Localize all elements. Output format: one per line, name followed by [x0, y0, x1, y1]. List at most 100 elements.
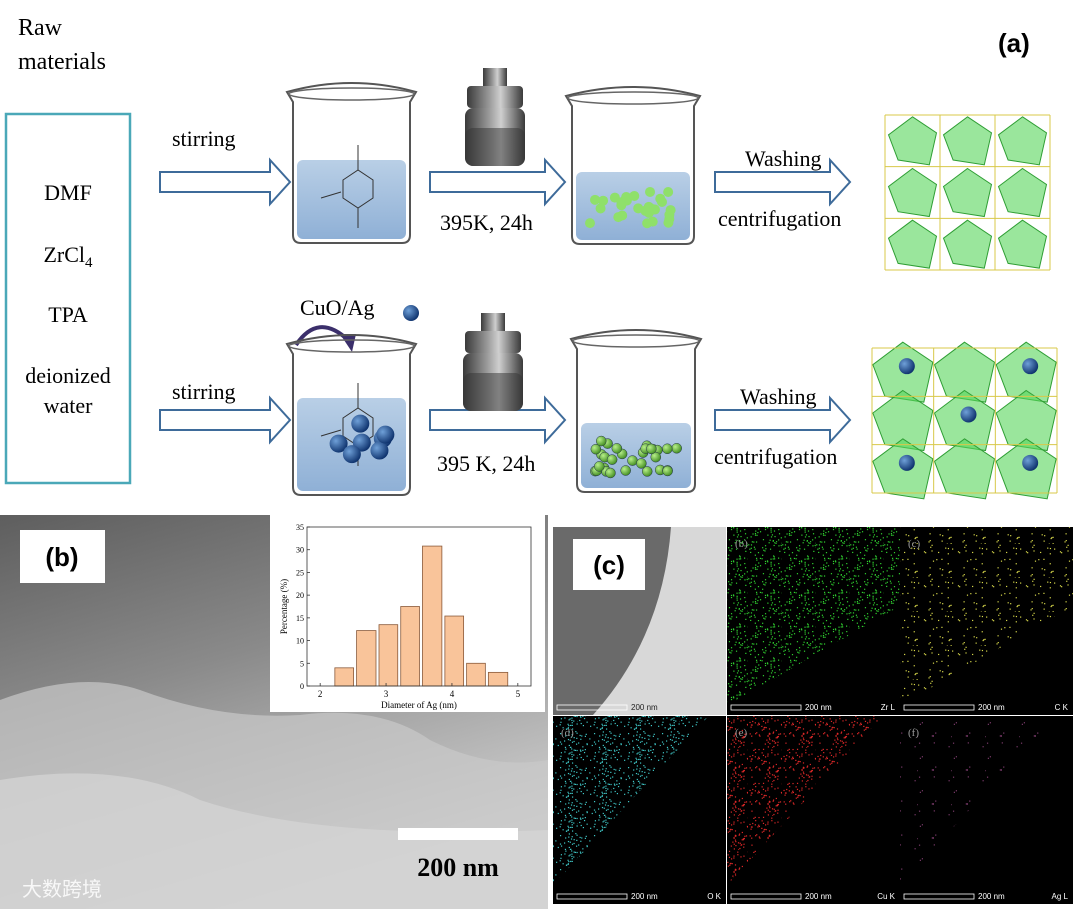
framework-unit	[997, 167, 1048, 218]
step-label: 395K, 24h	[440, 210, 533, 235]
autoclave-lid	[465, 331, 521, 353]
framework-unit	[933, 438, 996, 500]
tile-label: (d)	[561, 727, 574, 739]
element-label: O K	[707, 892, 721, 901]
particle	[641, 466, 653, 477]
particle	[585, 218, 596, 229]
step-label: 395 K, 24h	[437, 451, 535, 476]
watermark: 大数跨境	[22, 878, 102, 901]
beaker-liquid	[297, 398, 406, 491]
framework-unit	[997, 116, 1048, 166]
panel-a: Raw materials (a) DMF ZrCl4 TPA deionize…	[4, 15, 1058, 500]
label-box	[20, 530, 105, 583]
molecule	[320, 383, 374, 466]
beaker	[564, 86, 702, 245]
framework-unit	[887, 167, 938, 218]
y-tick-label: 25	[296, 568, 304, 577]
particle	[590, 194, 601, 205]
material: deionized	[25, 363, 111, 388]
tile-scale-label: 200 nm	[631, 892, 658, 901]
scale-label: 200 nm	[417, 853, 499, 882]
y-tick-label: 35	[296, 523, 304, 532]
particle	[605, 467, 616, 479]
particle	[662, 443, 673, 455]
eds-signal	[727, 716, 883, 886]
nanoparticle	[370, 441, 389, 460]
materials-box	[4, 112, 132, 485]
panel-label: (b)	[45, 542, 78, 572]
process-arrow	[429, 395, 567, 445]
tem-region	[553, 527, 726, 715]
tile-label: (e)	[735, 727, 748, 739]
particle	[611, 443, 623, 454]
beaker-liquid	[576, 172, 690, 240]
inset-chart: 0 5 10 15 20 25 30 35 2 3 4 5 Diameter of Ag (nm) Per…	[279, 523, 532, 710]
beaker-rim	[288, 339, 415, 353]
particle	[636, 458, 647, 469]
nanoparticle-icon	[403, 305, 419, 321]
step-label: Washing	[745, 146, 821, 171]
tile-scale-label: 200 nm	[978, 703, 1005, 712]
subscript: 4	[85, 255, 93, 271]
element-label: Cu K	[877, 892, 895, 901]
beaker	[569, 329, 703, 493]
nanoparticle	[329, 434, 348, 453]
tile-label: (b)	[735, 538, 748, 550]
beaker	[285, 334, 418, 496]
histogram-bar	[487, 671, 509, 687]
plot-frame	[306, 526, 532, 687]
histogram-bar	[466, 662, 486, 687]
particle	[595, 203, 606, 214]
framework-unit	[942, 116, 993, 166]
material: water	[44, 393, 94, 418]
eds-signal	[900, 716, 1056, 886]
tile-scale-bar	[903, 893, 975, 900]
molecule	[320, 145, 374, 228]
eds-signal	[900, 527, 1073, 706]
y-tick-label: 30	[296, 546, 304, 555]
particle	[650, 451, 662, 463]
y-tick-label: 0	[300, 682, 304, 691]
nanoparticle	[342, 445, 361, 464]
autoclave-shade	[465, 128, 525, 166]
x-axis-label: Diameter of Ag (nm)	[381, 700, 457, 710]
histogram-bar	[422, 545, 443, 687]
y-tick-label: 10	[296, 637, 304, 646]
particle	[594, 461, 605, 472]
panel-c: 200 nm (b) Zr L 200 nm (c) C K 200 nm (d) O K 200…	[553, 527, 1073, 904]
particle	[627, 455, 638, 466]
tile-scale-label: 200 nm	[805, 703, 832, 712]
y-tick-label: 20	[296, 591, 304, 600]
beaker-rim	[572, 334, 700, 348]
raw-materials-line: Raw	[18, 15, 63, 41]
particle	[595, 435, 607, 447]
histogram-bar	[378, 624, 399, 687]
material: ZrCl	[43, 242, 85, 267]
particle	[656, 196, 667, 207]
beaker	[285, 82, 418, 244]
particle	[616, 200, 627, 211]
x-tick-label: 2	[318, 689, 323, 699]
tile-scale-bar	[903, 704, 975, 711]
particle	[665, 205, 676, 216]
particle	[629, 190, 640, 201]
nanoparticle	[351, 414, 370, 433]
step-label: stirring	[172, 379, 236, 404]
nanoparticle	[898, 454, 915, 471]
material: DMF	[44, 180, 92, 205]
nanoparticle	[1022, 358, 1039, 375]
particle	[645, 186, 656, 197]
step-label: centrifugation	[718, 206, 841, 231]
particle	[663, 217, 674, 228]
beaker-liquid	[297, 160, 406, 239]
y-axis-label: Percentage (%)	[279, 579, 289, 634]
y-tick-label: 15	[296, 614, 304, 623]
nanoparticle	[960, 406, 977, 423]
autoclave-cap	[481, 313, 505, 331]
histogram-bar	[356, 630, 377, 687]
histogram-bar	[444, 615, 465, 687]
step-label: Washing	[740, 384, 816, 409]
tile-scale-label: 200 nm	[805, 892, 832, 901]
